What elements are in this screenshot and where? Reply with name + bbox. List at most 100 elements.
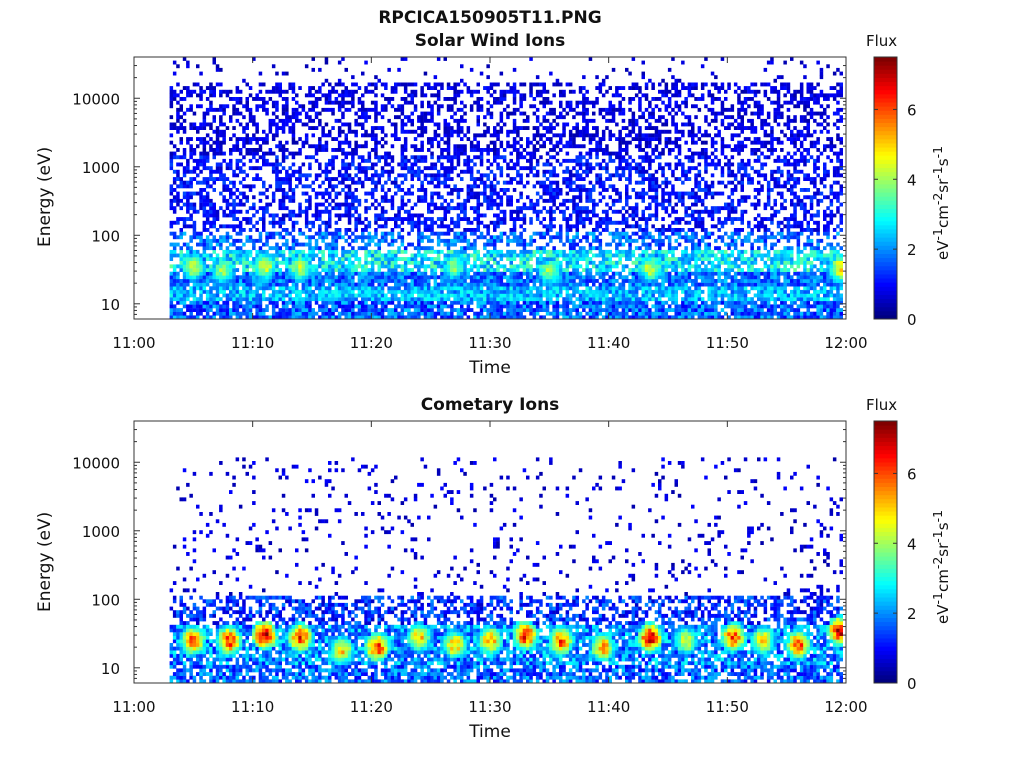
flux-cell: [697, 246, 702, 251]
flux-cell: [258, 198, 263, 203]
flux-cell: [304, 304, 309, 309]
flux-cell: [407, 209, 411, 214]
flux-cell: [677, 231, 682, 236]
flux-cell: [506, 297, 510, 302]
flux-cell: [400, 202, 405, 207]
flux-cell: [446, 297, 451, 302]
flux-cell: [473, 293, 477, 298]
flux-cell: [229, 308, 233, 312]
flux-cell: [545, 271, 550, 276]
flux-cell: [440, 260, 444, 265]
flux-cell: [364, 286, 368, 291]
flux-cell: [621, 289, 626, 294]
flux-cell: [783, 264, 787, 269]
flux-cell: [634, 300, 639, 305]
flux-cell: [456, 217, 461, 221]
flux-cell: [248, 217, 253, 221]
flux-cell: [621, 293, 626, 298]
flux-cell: [704, 300, 708, 305]
flux-cell: [664, 311, 669, 316]
flux-cell: [364, 253, 368, 258]
flux-cell: [598, 264, 603, 269]
flux-cell: [460, 297, 464, 302]
flux-cell: [790, 198, 794, 203]
flux-cell: [311, 271, 315, 276]
flux-cell: [235, 279, 240, 283]
flux-cell: [654, 297, 659, 302]
flux-cell: [493, 297, 497, 302]
flux-cell: [539, 231, 543, 236]
flux-cell: [499, 282, 504, 287]
flux-cell: [559, 238, 563, 243]
flux-cell: [796, 220, 801, 225]
flux-cell: [776, 253, 781, 258]
flux-cell: [351, 300, 355, 305]
flux-cell: [222, 257, 226, 261]
flux-cell: [196, 242, 200, 247]
flux-cell: [202, 249, 207, 254]
flux-cell: [674, 300, 678, 305]
flux-cell: [341, 286, 345, 291]
flux-cell: [361, 228, 365, 232]
flux-cell: [535, 198, 540, 203]
flux-cell: [747, 308, 751, 312]
flux-cell: [169, 220, 174, 225]
flux-cell: [598, 293, 603, 298]
flux-cell: [641, 238, 645, 243]
flux-cell: [773, 289, 777, 294]
flux-cell: [469, 275, 474, 280]
flux-cell: [601, 271, 606, 276]
flux-cell: [420, 231, 424, 236]
flux-cell: [232, 289, 236, 294]
flux-cell: [489, 235, 494, 240]
flux-cell: [592, 213, 596, 218]
flux-cell: [621, 217, 626, 221]
flux-cell: [453, 293, 457, 298]
flux-cell: [496, 289, 500, 294]
flux-cell: [476, 191, 480, 196]
flux-cell: [377, 260, 381, 265]
flux-cell: [219, 279, 223, 283]
flux-cell: [644, 249, 649, 254]
flux-cell: [717, 257, 721, 261]
flux-cell: [400, 206, 405, 211]
flux-cell: [466, 220, 471, 225]
flux-cell: [479, 275, 484, 280]
flux-cell: [634, 195, 639, 200]
flux-cell: [225, 275, 230, 280]
flux-cell: [631, 217, 636, 221]
flux-cell: [773, 264, 777, 269]
flux-cell: [562, 257, 566, 261]
flux-cell: [766, 198, 771, 203]
flux-cell: [585, 209, 589, 214]
flux-cell: [347, 213, 352, 218]
flux-cell: [661, 275, 665, 280]
flux-cell: [720, 289, 725, 294]
flux-cell: [182, 286, 187, 291]
flux-cell: [295, 220, 299, 225]
flux-cell: [799, 293, 804, 298]
flux-cell: [578, 282, 583, 287]
flux-cell: [215, 286, 220, 291]
flux-cell: [460, 271, 464, 276]
flux-cell: [615, 220, 619, 225]
flux-cell: [717, 235, 721, 240]
flux-cell: [463, 260, 467, 265]
flux-cell: [258, 308, 263, 312]
flux-cell: [417, 315, 421, 320]
flux-cell: [466, 198, 471, 203]
flux-cell: [380, 304, 385, 309]
flux-cell: [199, 311, 203, 316]
flux-cell: [796, 275, 801, 280]
flux-cell: [704, 311, 708, 316]
flux-cell: [766, 202, 771, 207]
flux-cell: [489, 249, 494, 254]
flux-cell: [700, 279, 705, 283]
flux-cell: [618, 260, 622, 265]
flux-cell: [598, 253, 603, 258]
flux-cell: [334, 206, 339, 211]
flux-cell: [509, 213, 513, 218]
flux-cell: [331, 206, 335, 211]
flux-cell: [773, 279, 777, 283]
flux-cell: [199, 253, 203, 258]
